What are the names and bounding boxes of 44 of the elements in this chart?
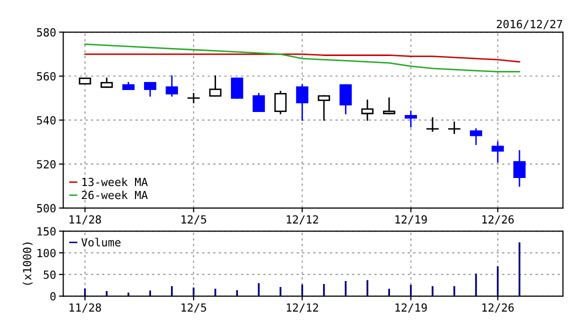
- x-tick-label: 12/12: [286, 303, 318, 313]
- candlestick: [187, 93, 200, 104]
- y-tick-label: 500: [37, 204, 56, 212]
- x-tick-label: 12/12: [286, 215, 318, 225]
- y-tick-label: 560: [37, 72, 56, 81]
- candlestick: [252, 93, 265, 112]
- x-tick-label: 12/19: [395, 215, 427, 225]
- candlestick: [340, 84, 352, 114]
- y-tick-label: 50: [44, 270, 56, 279]
- candlestick: [209, 75, 222, 97]
- legend-label: 13-week MA: [82, 178, 148, 186]
- y-tick-label: 580: [37, 28, 56, 37]
- candlestick: [166, 75, 178, 97]
- candlestick: [470, 128, 482, 145]
- y-tick-label: 520: [37, 160, 56, 168]
- x-tick-label: 11/28: [70, 215, 101, 225]
- legend-label: Volume: [81, 238, 121, 246]
- x-tick-label: 12/19: [395, 303, 427, 313]
- candlestick: [361, 100, 374, 121]
- candlestick: [383, 97, 396, 114]
- candlestick: [513, 150, 526, 187]
- candlestick: [492, 141, 504, 163]
- text: 2016/12/27: [496, 20, 562, 30]
- legend-label: 26-week MA: [82, 190, 148, 200]
- x-tick-label: 11/28: [70, 303, 101, 313]
- x-tick-label: 12/26: [482, 303, 514, 313]
- y-tick-label: 150: [38, 227, 56, 236]
- candlestick: [404, 110, 417, 128]
- line-series: [84, 53, 520, 63]
- x-tick-label: 12/5: [182, 303, 206, 313]
- y-tick-label: 0: [50, 292, 56, 301]
- line-series: [84, 44, 520, 72]
- y-tick-label: 100: [38, 248, 56, 258]
- candlestick: [318, 95, 330, 121]
- candlestick: [230, 78, 244, 99]
- candlestick: [448, 122, 460, 134]
- x-tick-label: 12/26: [482, 215, 514, 225]
- candlestick: [296, 84, 308, 121]
- candlestick: [274, 90, 287, 114]
- candlestick: [144, 82, 156, 97]
- y-tick-label: 540: [37, 116, 56, 125]
- x-tick-label: 12/5: [182, 215, 206, 225]
- y-axis-title: (x1000): [22, 242, 33, 285]
- candlestick: [426, 117, 439, 132]
